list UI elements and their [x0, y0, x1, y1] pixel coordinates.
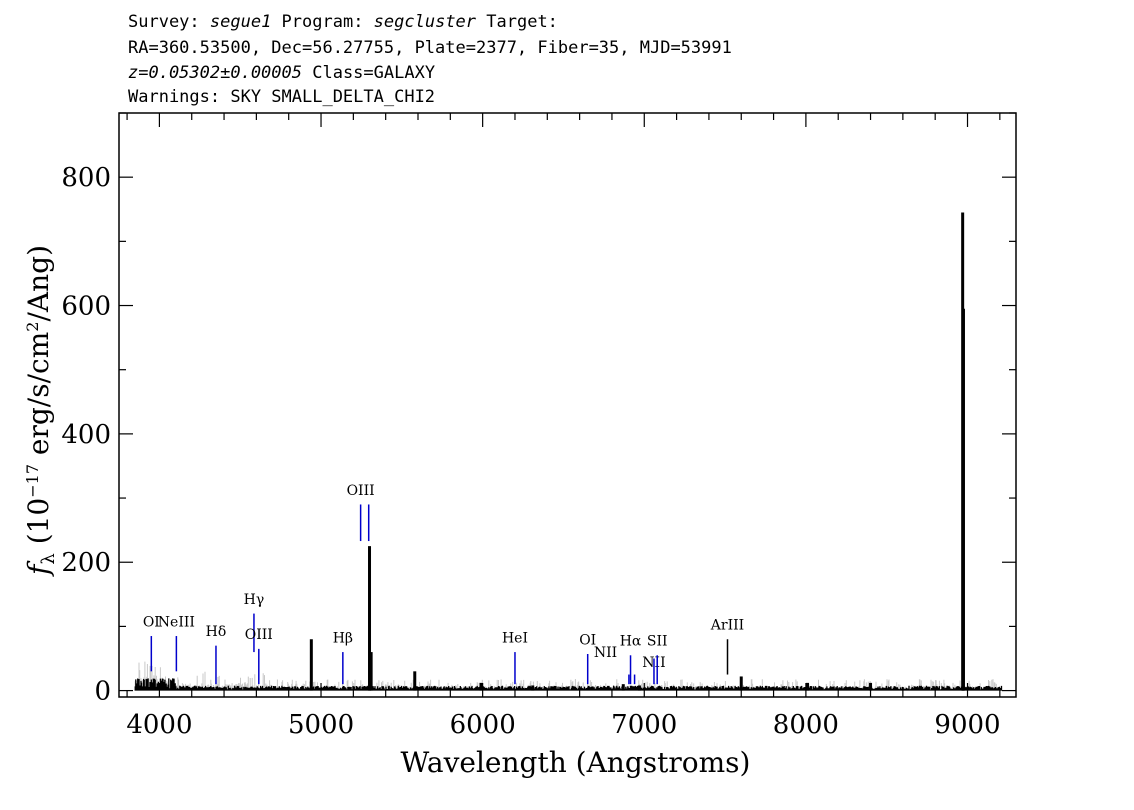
- x-tick-label: 9000: [934, 710, 1000, 740]
- emission-line-label: NII: [594, 645, 617, 661]
- emission-line-label: OIII: [347, 483, 375, 499]
- y-tick-label: 600: [61, 292, 111, 322]
- flux-spectrum: [134, 678, 1003, 691]
- emission-line-label: Hγ: [244, 592, 265, 608]
- x-tick-label: 8000: [773, 710, 839, 740]
- emission-line-label: Hα: [620, 634, 642, 650]
- x-axis-title: Wavelength (Angstroms): [401, 746, 751, 779]
- x-tick-label: 7000: [611, 710, 677, 740]
- y-axis-title: fλ (10−17 erg/s/cm2/Ang): [22, 245, 59, 577]
- emission-line-label: ArIII: [710, 618, 744, 634]
- header-line-warnings: Warnings: SKY SMALL_DELTA_CHI2: [128, 87, 436, 107]
- y-tick-label: 400: [61, 420, 111, 450]
- y-tick-label: 800: [61, 163, 111, 193]
- emission-line-label: OIII: [245, 627, 273, 643]
- emission-line-label: Hβ: [333, 630, 353, 646]
- target-prefix: Target:: [476, 12, 558, 32]
- program-prefix: Program:: [271, 12, 374, 32]
- x-tick-label: 6000: [450, 710, 516, 740]
- y-tick-label: 0: [94, 677, 111, 707]
- emission-line-label: SII: [647, 634, 668, 650]
- redshift-value: z=0.05302±0.00005: [128, 63, 302, 83]
- y-tick-label: 200: [61, 548, 111, 578]
- emission-line-label: HeI: [502, 630, 528, 646]
- emission-line-label: NeIII: [158, 614, 195, 630]
- survey-prefix: Survey:: [128, 12, 210, 32]
- header-line-coords: RA=360.53500, Dec=56.27755, Plate=2377, …: [128, 38, 732, 58]
- emission-line-label: OI: [143, 614, 160, 630]
- header-line-redshift: z=0.05302±0.00005 Class=GALAXY: [128, 63, 435, 83]
- plot-frame: [118, 112, 1017, 698]
- x-tick-label: 4000: [126, 710, 192, 740]
- program-name: segcluster: [373, 12, 477, 32]
- x-tick-label: 5000: [288, 710, 354, 740]
- emission-line-label: NII: [642, 655, 665, 671]
- class-value: Class=GALAXY: [302, 63, 436, 83]
- emission-line-label: OI: [579, 632, 596, 648]
- survey-name: segue1: [209, 12, 272, 32]
- emission-line-label: Hδ: [206, 624, 227, 640]
- header-line-survey: Survey: segue1 Program: segcluster Targe…: [128, 12, 558, 32]
